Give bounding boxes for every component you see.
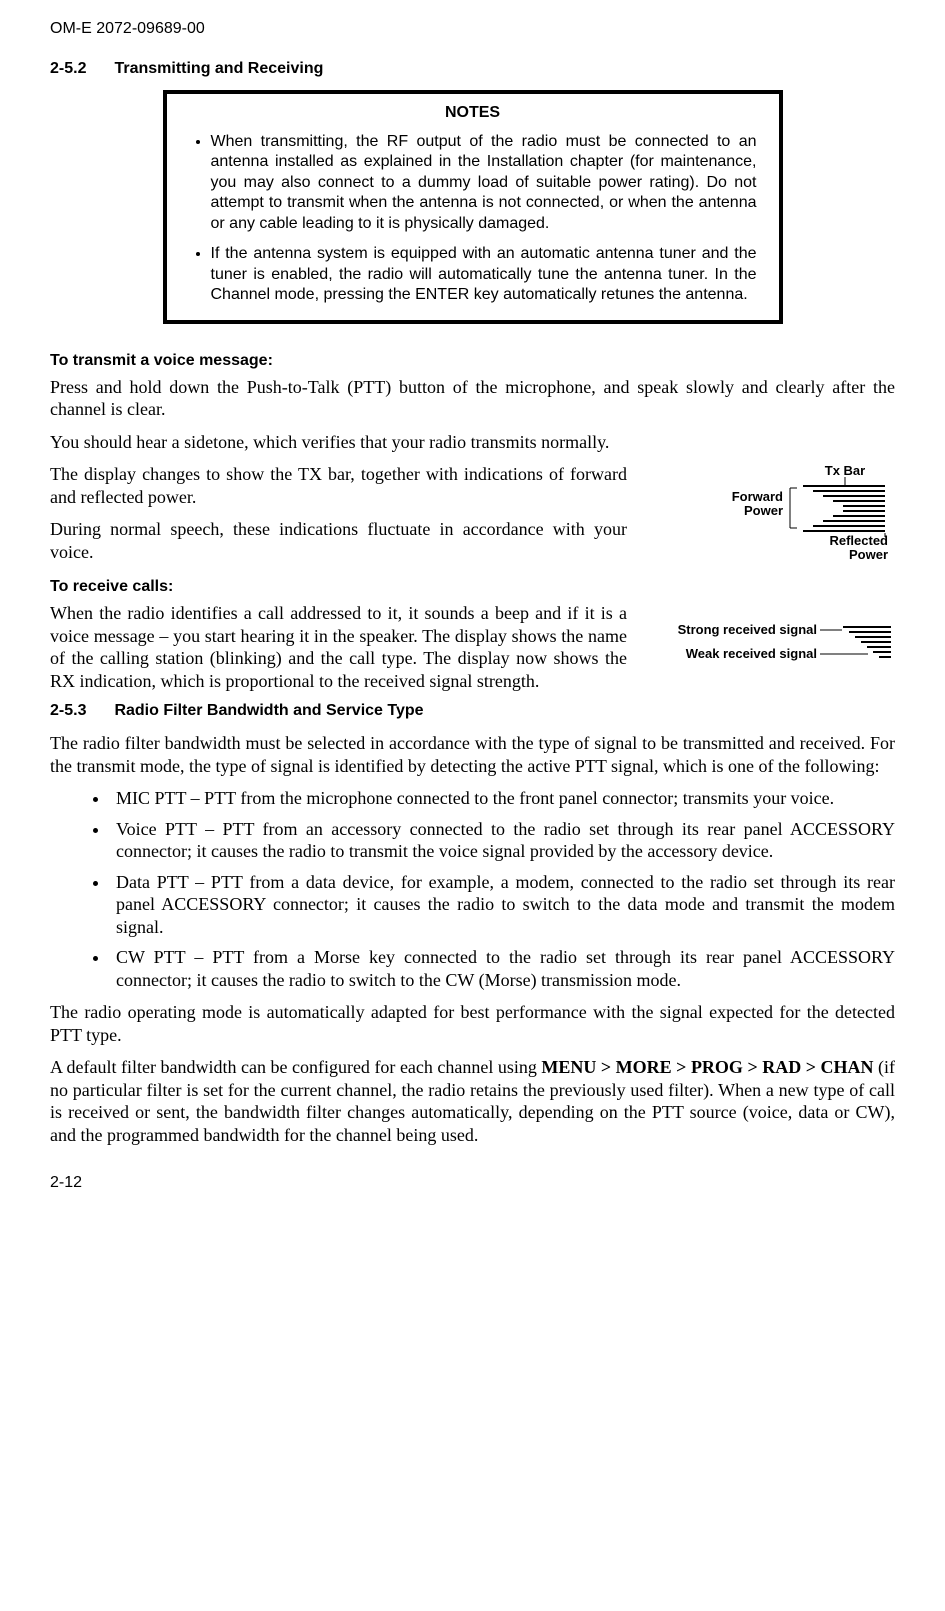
rx-row: When the radio identifies a call address… xyxy=(50,602,895,702)
paragraph: A default filter bandwidth can be config… xyxy=(50,1056,895,1146)
rx-signal-diagram-icon: Strong received signal Weak received sig… xyxy=(645,602,895,682)
svg-text:Reflected: Reflected xyxy=(829,533,888,548)
rx-figure: Strong received signal Weak received sig… xyxy=(645,602,895,687)
section-number: 2-5.3 xyxy=(50,702,110,720)
page: OM-E 2072-09689-00 2-5.2 Transmitting an… xyxy=(0,0,945,1222)
list-item: Voice PTT – PTT from an accessory connec… xyxy=(110,818,895,863)
notes-title: NOTES xyxy=(189,104,757,122)
paragraph: You should hear a sidetone, which verifi… xyxy=(50,431,895,454)
section-title: Radio Filter Bandwidth and Service Type xyxy=(114,702,423,719)
page-number: 2-12 xyxy=(50,1174,895,1192)
list-item: MIC PTT – PTT from the microphone connec… xyxy=(110,787,895,810)
notes-item: If the antenna system is equipped with a… xyxy=(211,244,757,305)
svg-text:Forward: Forward xyxy=(732,489,783,504)
tx-power-figure: Tx Bar Forward Power xyxy=(645,463,895,578)
svg-text:Tx Bar: Tx Bar xyxy=(825,463,865,478)
section-heading-252: 2-5.2 Transmitting and Receiving xyxy=(50,60,895,78)
document-id: OM-E 2072-09689-00 xyxy=(50,20,895,38)
menu-path: MENU > MORE > PROG > RAD > CHAN xyxy=(541,1057,873,1077)
paragraph: During normal speech, these indications … xyxy=(50,518,627,563)
paragraph: The radio operating mode is automaticall… xyxy=(50,1001,895,1046)
transmit-heading: To transmit a voice message: xyxy=(50,352,895,370)
svg-text:Weak received signal: Weak received signal xyxy=(686,646,817,661)
list-item: Data PTT – PTT from a data device, for e… xyxy=(110,871,895,939)
notes-wrapper: NOTES When transmitting, the RF output o… xyxy=(50,90,895,324)
svg-text:Power: Power xyxy=(849,547,888,562)
paragraph: The display changes to show the TX bar, … xyxy=(50,463,627,508)
section-title: Transmitting and Receiving xyxy=(114,60,323,77)
paragraph: When the radio identifies a call address… xyxy=(50,602,627,692)
notes-box: NOTES When transmitting, the RF output o… xyxy=(163,90,783,324)
section-number: 2-5.2 xyxy=(50,60,110,78)
paragraph: Press and hold down the Push-to-Talk (PT… xyxy=(50,376,895,421)
section-heading-253: 2-5.3 Radio Filter Bandwidth and Service… xyxy=(50,702,895,720)
svg-text:Strong received signal: Strong received signal xyxy=(678,622,817,637)
paragraph: The radio filter bandwidth must be selec… xyxy=(50,732,895,777)
rx-text: When the radio identifies a call address… xyxy=(50,602,627,702)
receive-heading: To receive calls: xyxy=(50,578,895,596)
ptt-list: MIC PTT – PTT from the microphone connec… xyxy=(50,787,895,991)
tx-power-text: The display changes to show the TX bar, … xyxy=(50,463,627,573)
svg-text:Power: Power xyxy=(744,503,783,518)
notes-list: When transmitting, the RF output of the … xyxy=(189,132,757,306)
tx-power-row: The display changes to show the TX bar, … xyxy=(50,463,895,578)
text-prefix: A default filter bandwidth can be config… xyxy=(50,1057,541,1077)
list-item: CW PTT – PTT from a Morse key connected … xyxy=(110,946,895,991)
tx-bar-diagram-icon: Tx Bar Forward Power xyxy=(645,463,895,573)
notes-item: When transmitting, the RF output of the … xyxy=(211,132,757,234)
